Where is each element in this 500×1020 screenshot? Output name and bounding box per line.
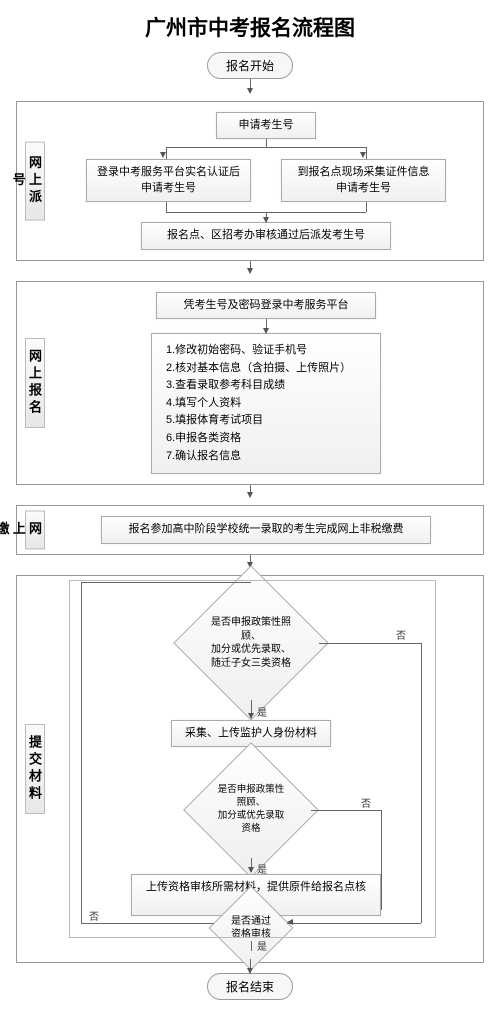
section-online-pay: 网上缴费 报名参加高中阶段学校统一录取的考生完成网上非税缴费 xyxy=(16,505,484,554)
start-terminator: 报名开始 xyxy=(207,52,293,79)
yes-label: 是 xyxy=(257,704,267,719)
steps-list: 1.修改初始密码、验证手机号 2.核对基本信息（含拍摄、上传照片） 3.查看录取… xyxy=(151,333,381,474)
decision-2: 是否申报政策性照顾、 加分或优先录取资格 xyxy=(203,762,299,858)
issue-id-box: 报名点、区招考办审核通过后派发考生号 xyxy=(141,222,391,249)
decision-1: 是否申报政策性照顾、 加分或优先录取、 随迁子女三类资格 xyxy=(173,565,329,721)
arrow xyxy=(266,319,267,333)
step-item: 6.申报各类资格 xyxy=(166,430,366,448)
step-item: 7.确认报名信息 xyxy=(166,448,366,466)
step-item: 5.填报体育考试项目 xyxy=(166,412,366,430)
section-label: 网上缴费 xyxy=(25,510,45,549)
section-submit-materials: 提交材料 是否申报政策性照顾、 加分或优先录取、 随迁子女三类资格 否 是 采集… xyxy=(16,575,484,963)
step-item: 3.查看录取参考科目成绩 xyxy=(166,377,366,395)
branch-row: 登录中考服务平台实名认证后 申请考生号 到报名点现场采集证件信息 申请考生号 xyxy=(86,159,446,202)
section-label: 网上报名 xyxy=(25,338,45,428)
merge-connector xyxy=(86,202,446,222)
section-label: 提交材料 xyxy=(25,724,45,814)
section-online-register: 网上报名 凭考生号及密码登录中考服务平台 1.修改初始密码、验证手机号 2.核对… xyxy=(16,281,484,486)
arrow xyxy=(250,79,251,93)
yes-label: 是 xyxy=(257,938,267,953)
pay-box: 报名参加高中阶段学校统一录取的考生完成网上非税缴费 xyxy=(101,516,431,543)
section-label: 网上派号 xyxy=(25,141,45,220)
page-title: 广州市中考报名流程图 xyxy=(145,12,355,42)
arrow xyxy=(250,959,251,973)
step-item: 1.修改初始密码、验证手机号 xyxy=(166,342,366,360)
arrow xyxy=(250,261,251,273)
arrow xyxy=(250,485,251,497)
step-item: 4.填写个人资料 xyxy=(166,395,366,413)
login-box: 凭考生号及密码登录中考服务平台 xyxy=(156,292,376,319)
flowchart: 广州市中考报名流程图 报名开始 网上派号 申请考生号 登录中考服务平台实名认证后… xyxy=(0,0,500,1020)
no-label: 否 xyxy=(361,795,371,810)
section-online-assign: 网上派号 申请考生号 登录中考服务平台实名认证后 申请考生号 到报名点现场采集证… xyxy=(16,101,484,261)
end-terminator: 报名结束 xyxy=(207,973,293,1000)
login-platform-box: 登录中考服务平台实名认证后 申请考生号 xyxy=(86,159,251,202)
decision-text: 是否申报政策性照顾、 加分或优先录取、 随迁子女三类资格 xyxy=(197,589,305,697)
step-item: 2.核对基本信息（含拍摄、上传照片） xyxy=(166,360,366,378)
apply-id-box: 申请考生号 xyxy=(216,112,316,139)
split-connector xyxy=(86,139,446,159)
decision-text: 是否申报政策性照顾、 加分或优先录取资格 xyxy=(204,763,298,857)
no-label: 否 xyxy=(396,627,406,642)
decision-area: 是否申报政策性照顾、 加分或优先录取、 随迁子女三类资格 否 是 采集、上传监护… xyxy=(61,586,471,946)
onsite-collect-box: 到报名点现场采集证件信息 申请考生号 xyxy=(281,159,446,202)
no-label: 否 xyxy=(89,908,99,923)
